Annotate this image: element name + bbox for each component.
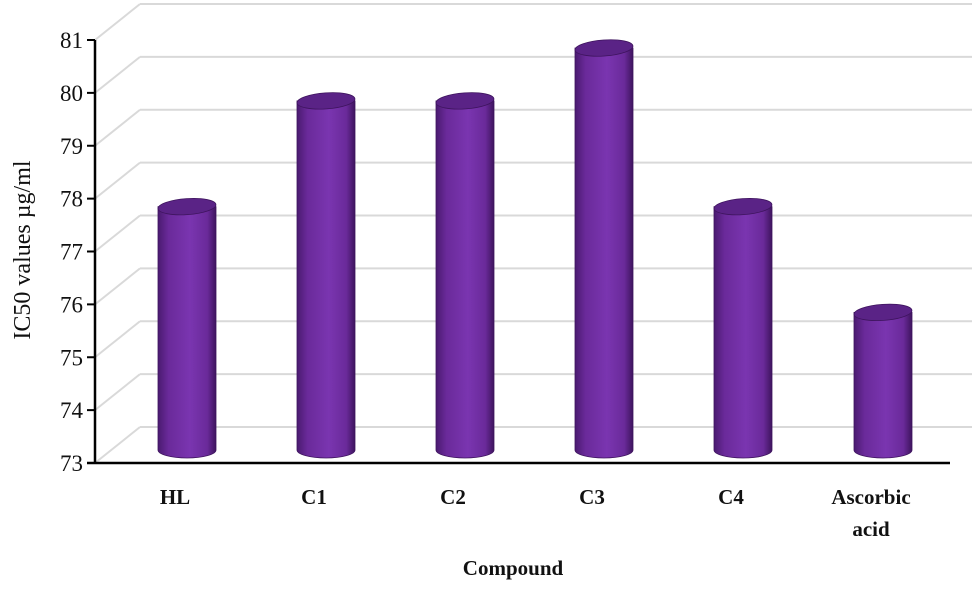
y-tick-label: 75 [60, 345, 83, 370]
labels: 73 74 75 76 77 78 79 80 81 HL C1 C2 C3 C4 Ascorbic acid [60, 28, 911, 541]
y-tick-label: 79 [60, 134, 83, 159]
bar-ascorbic-acid [853, 303, 913, 459]
gridlines [94, 3, 972, 464]
gridline-depth [94, 214, 141, 253]
gridline-depth [94, 426, 141, 464]
x-tick-label: C4 [718, 485, 744, 509]
gridline-depth [94, 320, 141, 359]
y-tick-label: 81 [60, 28, 83, 53]
x-tick-label: C1 [301, 485, 327, 509]
gridline-depth [94, 108, 141, 147]
bars [157, 39, 913, 459]
x-tick-label: C2 [440, 485, 466, 509]
y-tick-label: 74 [60, 398, 84, 423]
gridline-depth [94, 267, 141, 306]
x-tick-label: HL [160, 485, 190, 509]
x-tick-label: C3 [579, 485, 605, 509]
y-tick-label: 77 [60, 240, 83, 265]
y-tick-label: 76 [60, 292, 83, 317]
y-axis-title: IC50 values µg/ml [10, 160, 36, 339]
bar-c4 [713, 197, 773, 459]
x-tick-label: Ascorbic [831, 485, 910, 509]
gridline-depth [94, 56, 141, 94]
y-tick-label: 80 [60, 81, 83, 106]
axes [87, 39, 950, 465]
bar-hl [157, 197, 217, 459]
bar-c1 [296, 92, 356, 459]
y-tick-label: 73 [60, 451, 83, 476]
gridline-depth [94, 3, 141, 41]
bar-c3 [574, 39, 634, 459]
gridline-depth [94, 161, 141, 200]
x-axis-title: Compound [463, 556, 564, 580]
gridline-depth [94, 373, 141, 411]
bar-c2 [435, 92, 495, 459]
y-tick-label: 78 [60, 187, 83, 212]
x-tick-label: acid [852, 517, 890, 541]
